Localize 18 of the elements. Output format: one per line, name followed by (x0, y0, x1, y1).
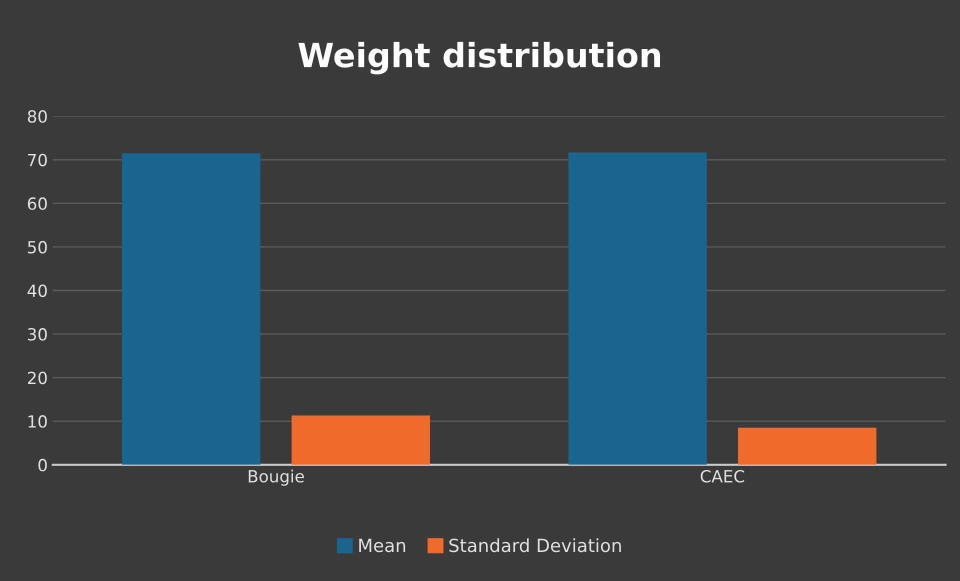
y-tick-label: 10 (28, 415, 47, 428)
x-tick-label: Bougie (248, 470, 304, 486)
y-tick-label: 80 (28, 110, 47, 123)
y-tick-label: 70 (28, 154, 47, 166)
bar (568, 152, 707, 465)
y-tick-label: 0 (38, 458, 47, 472)
chart-title: Weight distribution (298, 42, 660, 74)
x-tick-label: CAEC (700, 470, 744, 483)
y-tick-label: 60 (28, 197, 47, 210)
y-tick-label: 40 (28, 284, 47, 298)
bar (738, 428, 876, 465)
bar (122, 153, 260, 465)
legend-label: Standard Deviation (449, 538, 621, 552)
legend-label: Mean (359, 538, 406, 552)
y-tick-label: 30 (28, 328, 47, 341)
y-tick-label: 20 (28, 372, 47, 384)
bar (292, 416, 430, 465)
y-tick-label: 50 (28, 240, 47, 254)
